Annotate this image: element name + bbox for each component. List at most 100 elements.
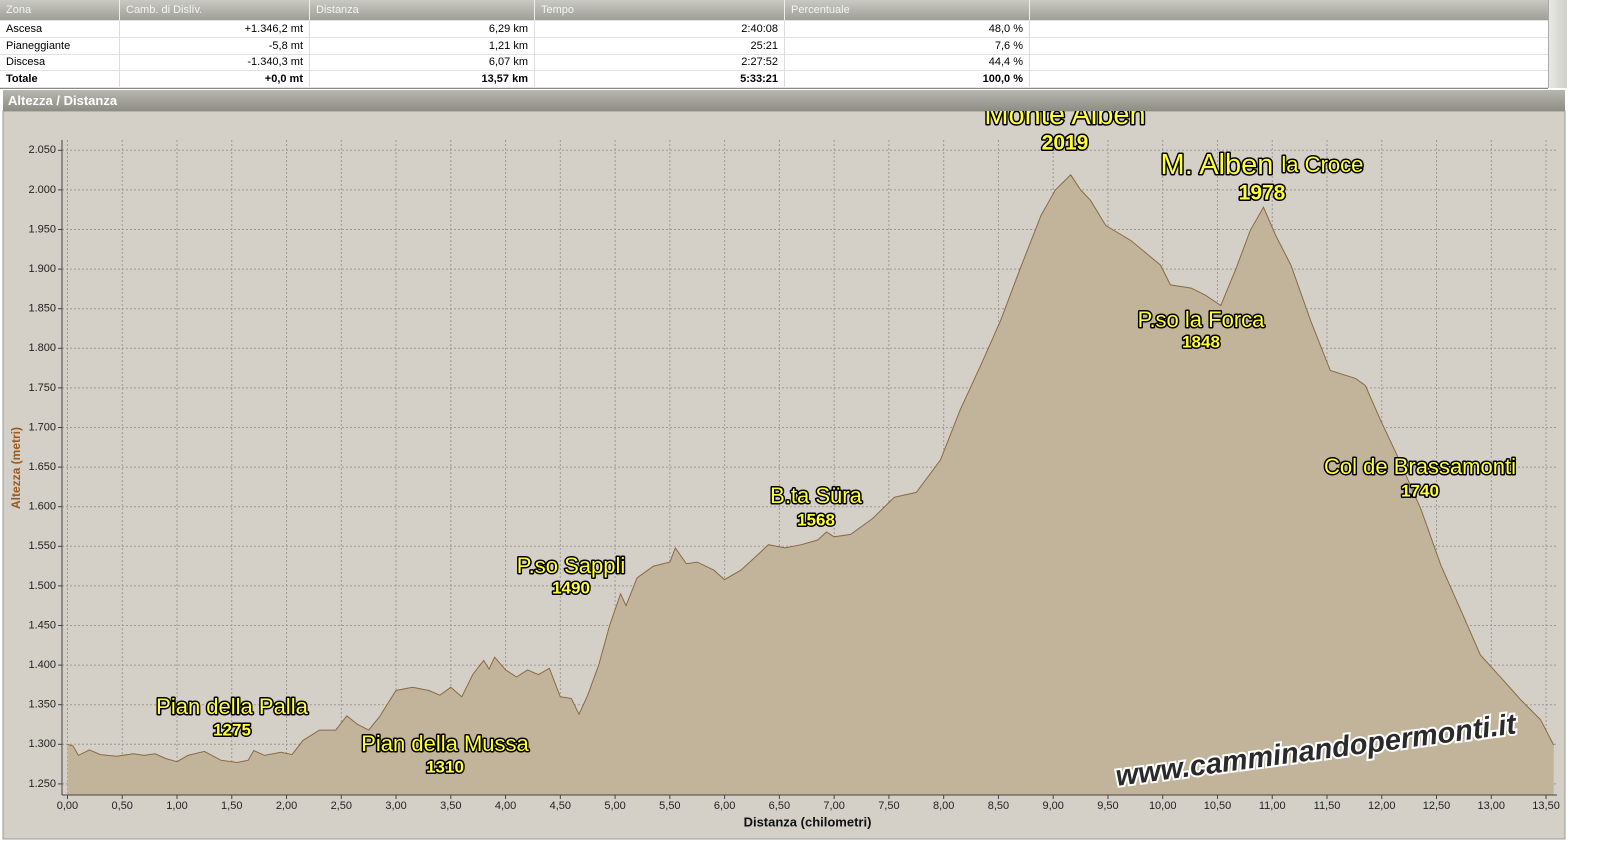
peak-elevation: 1848 [1182, 332, 1220, 351]
chart: 1.250 1.300 1.350 1.400 1.450 1.500 1.550 1.600… [2, 97, 1566, 840]
y-tick-label: 1.400 [28, 659, 56, 671]
table-row: Ascesa +1.346,2 mt 6,29 km 2:40:08 48,0 % [0, 21, 1548, 38]
peak-elevation: 1275 [213, 720, 251, 739]
column-header[interactable]: Zona [0, 0, 120, 20]
column-header[interactable]: Percentuale [785, 0, 1030, 20]
y-tick-label: 2.000 [28, 184, 56, 196]
y-tick-label: 1.900 [28, 263, 56, 275]
table-cell: 1,21 km [310, 37, 535, 54]
peak-elevation: 1740 [1401, 481, 1439, 500]
x-tick-label: 11,00 [1259, 800, 1286, 812]
peak-label: P.so Sappli [517, 553, 625, 578]
x-tick-label: 5,50 [659, 800, 680, 812]
table-cell: Discesa [0, 54, 120, 70]
x-tick-label: 12,00 [1368, 800, 1396, 812]
x-tick-label: 1,50 [221, 800, 242, 812]
table-cell: 48,0 % [785, 21, 1030, 37]
column-header[interactable]: Camb. di Dislív. [120, 0, 310, 20]
x-tick-label: 4,00 [495, 800, 516, 812]
table-header: Zona Camb. di Dislív. Distanza Tempo Percent… [0, 0, 1548, 21]
y-tick-label: 1.350 [28, 699, 56, 711]
column-header[interactable]: Tempo [535, 0, 785, 20]
x-tick-label: 3,00 [385, 800, 406, 812]
y-tick-label: 1.700 [28, 421, 56, 433]
table-row: Discesa -1.340,3 mt 6,07 km 2:27:52 44,4 % [0, 54, 1548, 71]
x-tick-label: 2,00 [276, 800, 297, 812]
peak-name: Pian della Palla [156, 694, 308, 719]
x-tick-label: 8,50 [988, 800, 1009, 812]
peak-name: M. Alben [1161, 149, 1274, 181]
table-cell: 100,0 % [785, 70, 1030, 87]
x-axis-label: Distanza (chilometri) [744, 814, 872, 829]
x-tick-label: 4,50 [550, 800, 571, 812]
y-tick-label: 1.500 [28, 580, 56, 592]
table-cell: 5:33:21 [535, 70, 785, 87]
x-tick-label: 9,00 [1042, 800, 1063, 812]
table-cell: -5,8 mt [120, 37, 310, 54]
table-cell: Pianeggiante [0, 37, 120, 54]
table-cell: 7,6 % [785, 37, 1030, 54]
peak-name: B.ta Süra [770, 483, 862, 508]
table-cell: +0,0 mt [120, 70, 310, 87]
table-cell: 44,4 % [785, 54, 1030, 70]
y-tick-label: 1.800 [28, 342, 56, 354]
x-tick-label: 10,50 [1204, 800, 1232, 812]
y-tick-label: 1.950 [28, 223, 56, 235]
y-tick-label: 1.550 [28, 540, 56, 552]
table-cell: -1.340,3 mt [120, 54, 310, 70]
y-tick-label: 1.750 [28, 382, 56, 394]
peak-label: Pian della Mussa [361, 731, 529, 756]
x-tick-label: 7,50 [878, 800, 899, 812]
peak-elevation: 1568 [797, 510, 835, 529]
y-axis-label: Altezza (metri) [9, 427, 23, 509]
scrollbar[interactable] [1548, 0, 1567, 88]
x-tick-label: 13,50 [1532, 800, 1560, 812]
x-tick-label: 8,00 [933, 800, 954, 812]
x-tick-label: 11,50 [1314, 800, 1341, 812]
table-cell: 13,57 km [310, 70, 535, 87]
x-tick-label: 9,50 [1097, 800, 1118, 812]
x-tick-label: 3,50 [440, 800, 461, 812]
table-cell: 2:40:08 [535, 21, 785, 37]
y-tick-label: 1.600 [28, 501, 56, 513]
peak-label: B.ta Süra [770, 483, 862, 508]
peak-label: P.so la Forca [1138, 307, 1266, 332]
x-tick-label: 0,50 [112, 800, 133, 812]
y-tick-label: 1.450 [28, 619, 56, 631]
table-cell: 6,07 km [310, 54, 535, 70]
table-cell: 6,29 km [310, 21, 535, 37]
x-tick-label: 7,00 [823, 800, 844, 812]
column-header[interactable]: Distanza [310, 0, 535, 20]
x-tick-label: 13,00 [1478, 800, 1506, 812]
peak-elevation: 1490 [552, 578, 590, 597]
table-cell: +1.346,2 mt [120, 21, 310, 37]
x-tick-label: 12,50 [1423, 800, 1451, 812]
x-tick-label: 0,00 [57, 800, 78, 812]
elevation-area [67, 174, 1554, 796]
x-tick-label: 10,00 [1149, 800, 1177, 812]
peak-name-suffix: la Croce [1281, 152, 1363, 177]
x-tick-label: 6,50 [769, 800, 790, 812]
table-row: Pianeggiante -5,8 mt 1,21 km 25:21 7,6 % [0, 37, 1548, 55]
peak-label: Col de Brassamonti [1324, 454, 1516, 479]
y-tick-label: 1.250 [28, 778, 56, 790]
peak-name: P.so la Forca [1138, 307, 1266, 332]
summary-table: Zona Camb. di Dislív. Distanza Tempo Percent… [0, 0, 1548, 89]
y-tick-label: 1.300 [28, 738, 56, 750]
peak-name: Pian della Mussa [361, 731, 529, 756]
peak-elevation: 1978 [1239, 182, 1286, 205]
table-cell: Ascesa [0, 21, 120, 37]
y-tick-label: 2.050 [28, 144, 56, 156]
y-tick-label: 1.850 [28, 303, 56, 315]
elevation-line [67, 174, 1555, 764]
peak-label: Pian della Palla [156, 694, 308, 719]
peak-elevation: 1310 [426, 757, 464, 776]
y-tick-label: 1.650 [28, 461, 56, 473]
panel-title: Altezza / Distanza [3, 90, 1565, 111]
peak-name: P.so Sappli [517, 553, 625, 578]
table-cell: 2:27:52 [535, 54, 785, 70]
peak-elevation: 2019 [1042, 132, 1089, 155]
table-cell: 25:21 [535, 37, 785, 54]
x-tick-label: 1,00 [166, 800, 187, 812]
